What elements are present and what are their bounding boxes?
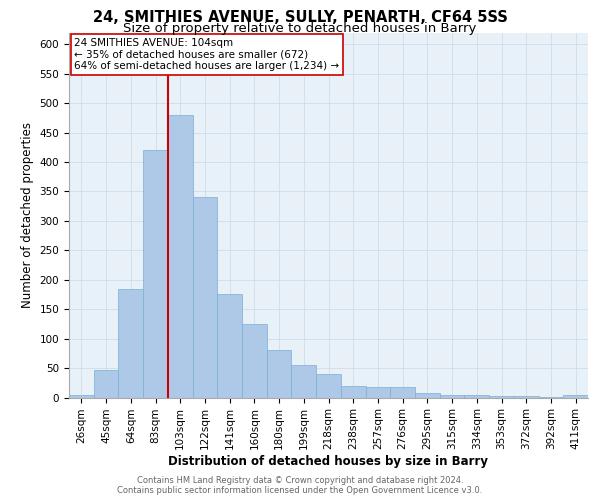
Y-axis label: Number of detached properties: Number of detached properties bbox=[21, 122, 34, 308]
Bar bbox=[539, 397, 563, 398]
Bar bbox=[464, 394, 489, 398]
Text: Size of property relative to detached houses in Barry: Size of property relative to detached ho… bbox=[124, 22, 476, 35]
Bar bbox=[168, 115, 193, 398]
Text: Contains public sector information licensed under the Open Government Licence v3: Contains public sector information licen… bbox=[118, 486, 482, 495]
Bar bbox=[365, 387, 390, 398]
Bar bbox=[415, 394, 440, 398]
Bar bbox=[143, 150, 168, 398]
Text: 24, SMITHIES AVENUE, SULLY, PENARTH, CF64 5SS: 24, SMITHIES AVENUE, SULLY, PENARTH, CF6… bbox=[92, 10, 508, 25]
Bar bbox=[292, 365, 316, 398]
Bar bbox=[193, 198, 217, 398]
Bar bbox=[118, 288, 143, 398]
Bar bbox=[316, 374, 341, 398]
Bar bbox=[563, 394, 588, 398]
Bar bbox=[390, 387, 415, 398]
Bar bbox=[242, 324, 267, 398]
Bar bbox=[217, 294, 242, 398]
Text: Contains HM Land Registry data © Crown copyright and database right 2024.: Contains HM Land Registry data © Crown c… bbox=[137, 476, 463, 485]
Bar bbox=[94, 370, 118, 398]
Bar bbox=[69, 394, 94, 398]
X-axis label: Distribution of detached houses by size in Barry: Distribution of detached houses by size … bbox=[169, 455, 488, 468]
Bar bbox=[267, 350, 292, 398]
Bar bbox=[489, 396, 514, 398]
Bar bbox=[514, 396, 539, 398]
Text: 24 SMITHIES AVENUE: 104sqm
← 35% of detached houses are smaller (672)
64% of sem: 24 SMITHIES AVENUE: 104sqm ← 35% of deta… bbox=[74, 38, 340, 71]
Bar bbox=[341, 386, 365, 398]
Bar bbox=[440, 394, 464, 398]
